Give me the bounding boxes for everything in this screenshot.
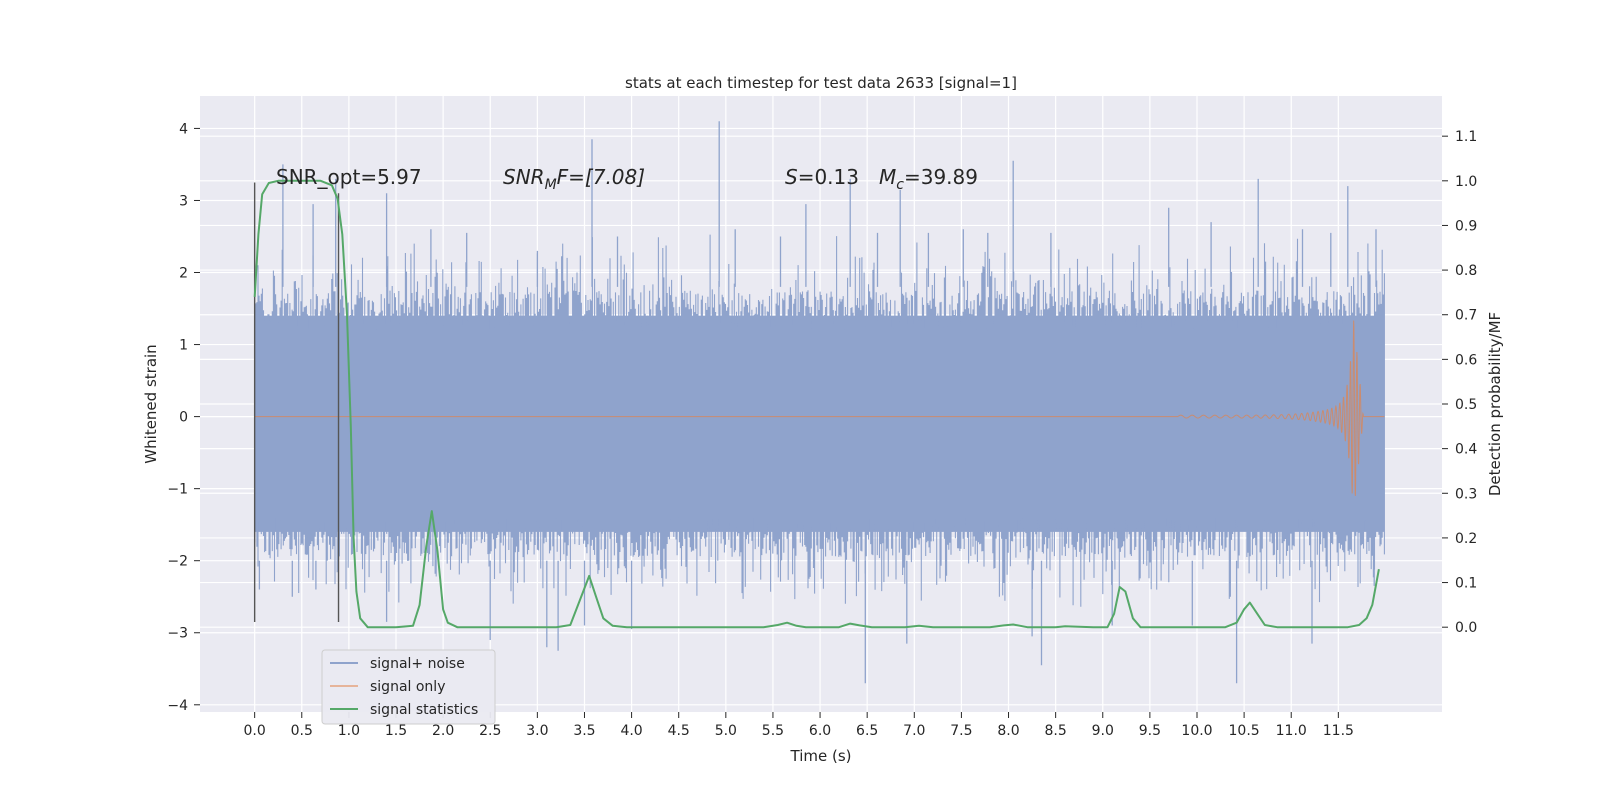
left-y-tick-label-4: 0 bbox=[179, 410, 188, 426]
x-tick-label-6: 3.0 bbox=[526, 723, 548, 739]
vertical-markers bbox=[253, 182, 340, 622]
right-y-tick-label-7: 0.7 bbox=[1455, 308, 1477, 324]
right-y-axis-label: Detection probability/MF bbox=[1486, 312, 1504, 496]
right-y-tick-label-8: 0.8 bbox=[1455, 263, 1477, 279]
annotation-snr-mf-sub: M bbox=[545, 177, 557, 193]
x-axis-label: Time (s) bbox=[790, 747, 852, 765]
x-tick-label-22: 11.0 bbox=[1276, 723, 1307, 739]
chart-title: stats at each timestep for test data 263… bbox=[625, 74, 1017, 92]
series-signal-plus-noise bbox=[254, 121, 1385, 684]
legend-label-signal-statistics: signal statistics bbox=[370, 702, 478, 718]
x-tick-label-15: 7.5 bbox=[950, 723, 972, 739]
annotation-mc-prefix: M bbox=[879, 165, 896, 189]
annotation-mc-suffix: =39.89 bbox=[904, 165, 978, 189]
x-tick-label-18: 9.0 bbox=[1092, 723, 1114, 739]
left-y-tick-label-0: −4 bbox=[167, 698, 188, 714]
right-y-tick-label-9: 0.9 bbox=[1455, 218, 1477, 234]
x-tick-label-7: 3.5 bbox=[573, 723, 595, 739]
x-tick-label-12: 6.0 bbox=[809, 723, 831, 739]
left-y-tick-label-7: 3 bbox=[179, 193, 188, 209]
legend-label-signal-plus-noise: signal+ noise bbox=[370, 656, 465, 672]
legend: signal+ noise signal only signal statist… bbox=[321, 649, 496, 725]
annotation-s-prefix: S bbox=[785, 165, 798, 189]
right-y-tick-label-1: 0.1 bbox=[1455, 576, 1477, 592]
x-tick-label-23: 11.5 bbox=[1323, 723, 1354, 739]
x-tick-label-0: 0.0 bbox=[244, 723, 266, 739]
right-y-tick-label-6: 0.6 bbox=[1455, 352, 1477, 368]
right-y-tick-label-2: 0.2 bbox=[1455, 531, 1477, 547]
left-y-tick-label-3: −1 bbox=[167, 482, 188, 498]
x-tick-label-17: 8.5 bbox=[1045, 723, 1067, 739]
x-tick-label-4: 2.0 bbox=[432, 723, 454, 739]
right-y-tick-label-10: 1.0 bbox=[1455, 174, 1477, 190]
x-tick-label-2: 1.0 bbox=[338, 723, 360, 739]
annotation-snr-mf-suffix: F=[7.08] bbox=[557, 165, 645, 189]
left-y-tick-label-6: 2 bbox=[179, 266, 188, 282]
left-y-axis-label: Whitened strain bbox=[142, 344, 160, 463]
x-tick-label-20: 10.0 bbox=[1181, 723, 1212, 739]
plot-area bbox=[253, 121, 1385, 684]
x-tick-label-19: 9.5 bbox=[1139, 723, 1161, 739]
x-tick-label-9: 4.5 bbox=[668, 723, 690, 739]
left-y-tick-label-1: −3 bbox=[167, 626, 188, 642]
left-y-tick-label-8: 4 bbox=[179, 121, 188, 137]
right-y-tick-label-5: 0.5 bbox=[1455, 397, 1477, 413]
x-tick-label-13: 6.5 bbox=[856, 723, 878, 739]
right-y-tick-label-3: 0.3 bbox=[1455, 486, 1477, 502]
annotation-s-suffix: =0.13 bbox=[798, 165, 859, 189]
noise-spikes bbox=[258, 121, 1377, 684]
left-y-tick-label-2: −2 bbox=[167, 554, 188, 570]
right-y-tick-label-11: 1.1 bbox=[1455, 129, 1477, 145]
right-y-axis-ticks: 0.0 0.1 0.2 0.3 0.4 0.5 0.6 0.7 0.8 0.9 1.0 1.1 bbox=[1442, 129, 1477, 636]
annotation-s: S=0.13 bbox=[785, 165, 859, 189]
annotation-snr-mf-prefix: SNR bbox=[503, 165, 545, 189]
right-y-tick-label-0: 0.0 bbox=[1455, 620, 1477, 636]
x-tick-label-16: 8.0 bbox=[997, 723, 1019, 739]
legend-label-signal-only: signal only bbox=[370, 679, 445, 695]
x-tick-label-11: 5.5 bbox=[762, 723, 784, 739]
annotation-snr-mf: SNRMF=[7.08] bbox=[503, 165, 645, 193]
x-tick-label-3: 1.5 bbox=[385, 723, 407, 739]
left-y-tick-label-5: 1 bbox=[179, 338, 188, 354]
annotation-mc: Mc=39.89 bbox=[879, 165, 978, 193]
right-y-tick-label-4: 0.4 bbox=[1455, 442, 1477, 458]
x-tick-label-1: 0.5 bbox=[291, 723, 313, 739]
signal-statistics-line bbox=[253, 179, 1380, 629]
series-signal-only bbox=[254, 320, 1385, 496]
x-tick-label-10: 5.0 bbox=[715, 723, 737, 739]
left-y-axis-ticks: −4 −3 −2 −1 0 1 2 3 4 bbox=[167, 121, 200, 714]
x-tick-label-14: 7.0 bbox=[903, 723, 925, 739]
annotation-mc-sub: c bbox=[896, 177, 904, 193]
x-tick-label-8: 4.0 bbox=[620, 723, 642, 739]
chirp-trace bbox=[1177, 320, 1385, 496]
legend-box bbox=[321, 649, 496, 725]
x-tick-label-5: 2.5 bbox=[479, 723, 501, 739]
x-axis-ticks: 0.0 0.5 1.0 1.5 2.0 2.5 3.0 3.5 4.0 4.5 5.0 5.5 6.0 6… bbox=[244, 712, 1354, 739]
series-signal-statistics bbox=[253, 179, 1380, 629]
annotation-snr-opt: SNR_opt=5.97 bbox=[276, 165, 422, 189]
x-tick-label-21: 10.5 bbox=[1229, 723, 1260, 739]
